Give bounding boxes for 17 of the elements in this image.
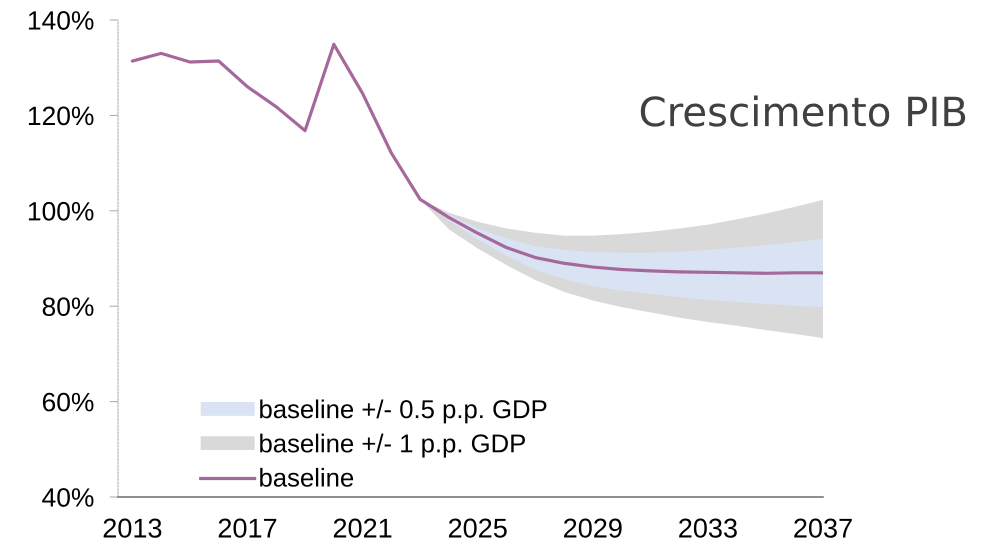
x-tick-label: 2021 [334,518,392,538]
legend-label: baseline +/- 1 p.p. GDP [260,434,525,458]
x-tick-label: 2013 [104,518,162,538]
legend-label: baseline +/- 0.5 p.p. GDP [260,399,546,424]
y-tick-label: 80% [42,297,94,316]
y-tick-label: 60% [42,392,94,412]
x-tick-label: 2025 [448,518,507,538]
y-tick-label: 140% [28,11,94,30]
y-tick-label: 120% [28,106,94,126]
legend-label: baseline [260,468,354,487]
x-tick-label: 2017 [218,518,276,538]
x-tick-label: 2033 [679,518,737,538]
x-tick-label: 2037 [794,518,852,538]
y-tick-label: 100% [28,202,94,221]
y-tick-label: 40% [42,488,94,507]
x-tick-label: 2029 [564,518,622,538]
text: Crescimento PIB [640,96,966,127]
